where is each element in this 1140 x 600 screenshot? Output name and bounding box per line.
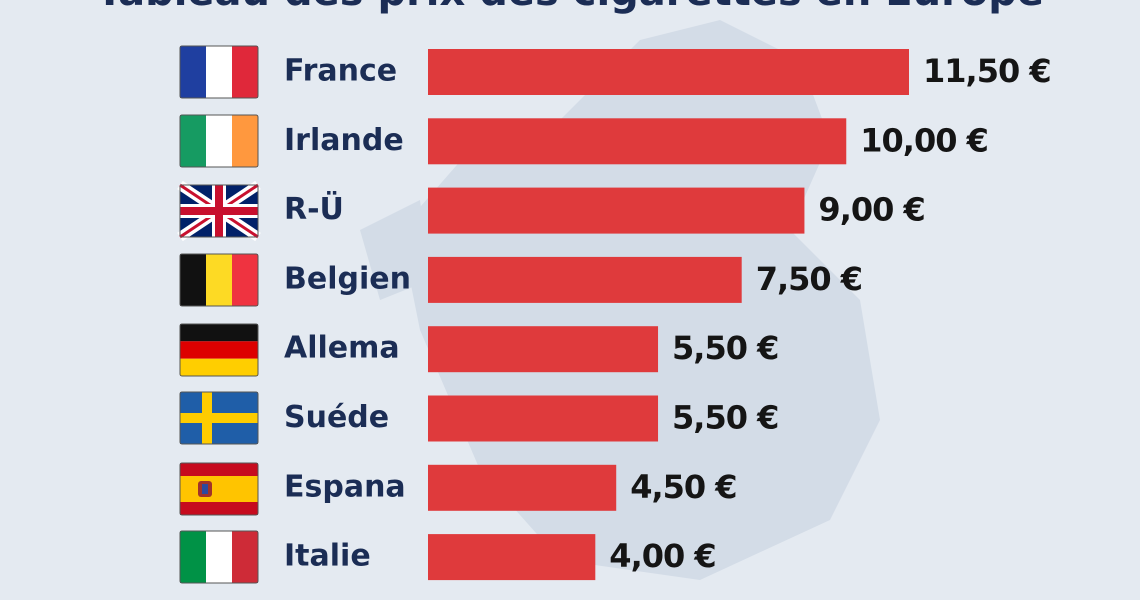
value-label: 7,50 €: [756, 260, 862, 298]
value-label: 5,50 €: [672, 329, 778, 367]
category-label: Allema: [284, 331, 400, 366]
value-label: 4,00 €: [609, 537, 715, 575]
bar: [428, 395, 659, 442]
bar: [428, 256, 742, 303]
flags: [177, 45, 261, 584]
value-label: 9,00 €: [818, 191, 924, 229]
bar: [428, 464, 617, 511]
category-label: France: [284, 54, 397, 89]
value-label: 4,50 €: [630, 468, 736, 506]
chart-title: Tableau des prix des cigarettes en Europ…: [96, 0, 1044, 15]
category-label: Suéde: [284, 400, 389, 435]
value-label: 10,00 €: [860, 121, 988, 159]
category-label: Espana: [284, 469, 406, 504]
value-label: 5,50 €: [672, 399, 778, 437]
category-label: Italie: [284, 539, 371, 574]
category-label: Belgien: [284, 261, 411, 296]
category-label: Irlande: [284, 123, 404, 158]
bar: [428, 187, 805, 234]
category-label: R-Ü: [284, 190, 344, 227]
bar: [428, 326, 659, 373]
bar: [428, 534, 596, 581]
bar: [428, 118, 847, 165]
bar: [428, 49, 909, 95]
value-label: 11,50 €: [923, 52, 1051, 90]
